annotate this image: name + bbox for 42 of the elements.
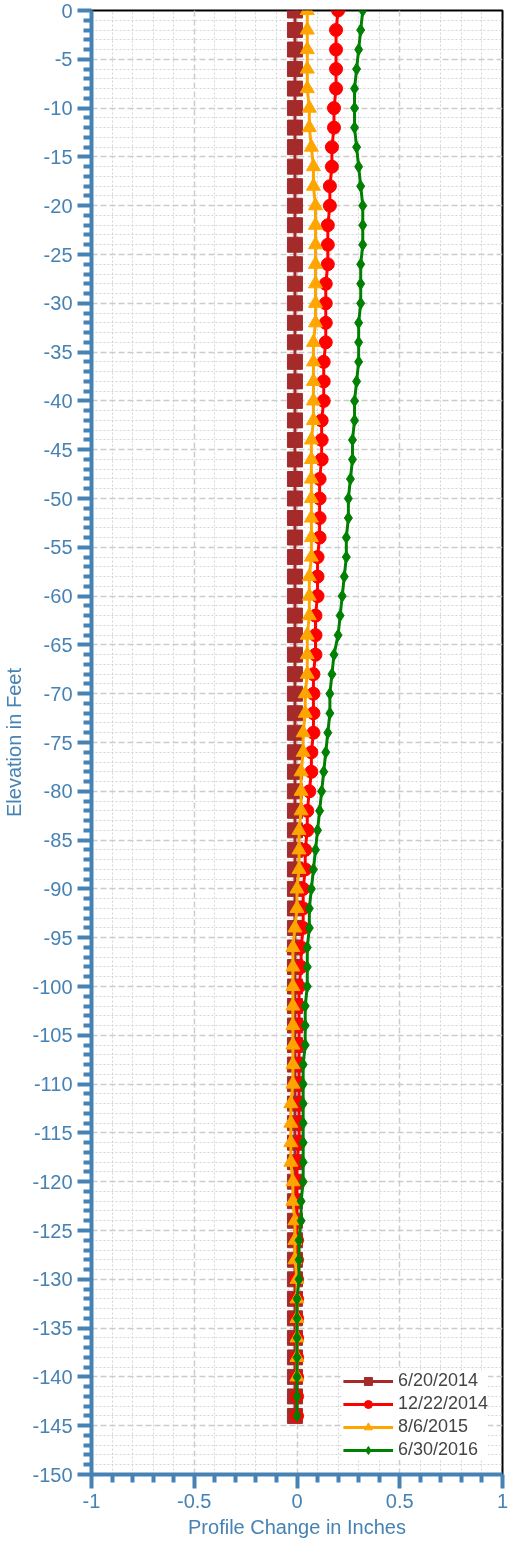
y-tick-label: -35 bbox=[43, 341, 73, 364]
y-tick-label: -65 bbox=[43, 633, 73, 656]
y-tick-label: -125 bbox=[32, 1219, 73, 1242]
y-tick-label: -80 bbox=[43, 780, 73, 803]
y-tick-label: -140 bbox=[32, 1365, 73, 1388]
y-tick-label: -95 bbox=[43, 926, 73, 949]
x-axis-title: Profile Change in Inches bbox=[188, 1515, 406, 1538]
y-tick-label: -50 bbox=[43, 487, 73, 510]
y-tick-label: -75 bbox=[43, 731, 73, 754]
y-tick-label: -145 bbox=[32, 1414, 73, 1437]
y-tick-label: -15 bbox=[43, 145, 73, 168]
y-tick-label: -150 bbox=[32, 1463, 73, 1486]
x-tick-label: 0.5 bbox=[385, 1489, 414, 1512]
y-tick-label: -105 bbox=[32, 1024, 73, 1047]
y-tick-label: -25 bbox=[43, 243, 73, 266]
y-tick-label: -5 bbox=[54, 48, 73, 71]
y-tick-label: -20 bbox=[43, 194, 73, 217]
x-tick-label: 1 bbox=[496, 1489, 509, 1512]
y-tick-label: -45 bbox=[43, 438, 73, 461]
legend-label: 6/20/2014 bbox=[397, 1370, 478, 1391]
x-tick-label: -1 bbox=[82, 1489, 101, 1512]
legend-label: 12/22/2014 bbox=[397, 1393, 488, 1414]
y-axis-title: Elevation in Feet bbox=[3, 667, 26, 817]
y-tick-label: -70 bbox=[43, 682, 73, 705]
legend-label: 8/6/2015 bbox=[397, 1416, 468, 1437]
y-tick-label: -55 bbox=[43, 536, 73, 559]
y-tick-label: -60 bbox=[43, 585, 73, 608]
y-tick-label: -110 bbox=[33, 1073, 73, 1096]
y-tick-label: -10 bbox=[43, 97, 73, 120]
y-tick-label: -120 bbox=[32, 1170, 73, 1193]
y-tick-label: -30 bbox=[43, 292, 73, 315]
y-tick-label: -100 bbox=[32, 975, 73, 998]
y-tick-label: -130 bbox=[32, 1268, 73, 1291]
y-tick-label: -135 bbox=[32, 1317, 73, 1340]
y-tick-label: -115 bbox=[33, 1121, 73, 1144]
x-tick-label: -0.5 bbox=[177, 1489, 212, 1512]
x-tick-label: 0 bbox=[291, 1489, 303, 1512]
y-tick-label: 0 bbox=[61, 0, 73, 22]
y-tick-label: -90 bbox=[43, 877, 73, 900]
y-tick-label: -40 bbox=[43, 389, 73, 412]
y-tick-label: -85 bbox=[43, 829, 73, 852]
legend-label: 6/30/2016 bbox=[397, 1439, 478, 1460]
